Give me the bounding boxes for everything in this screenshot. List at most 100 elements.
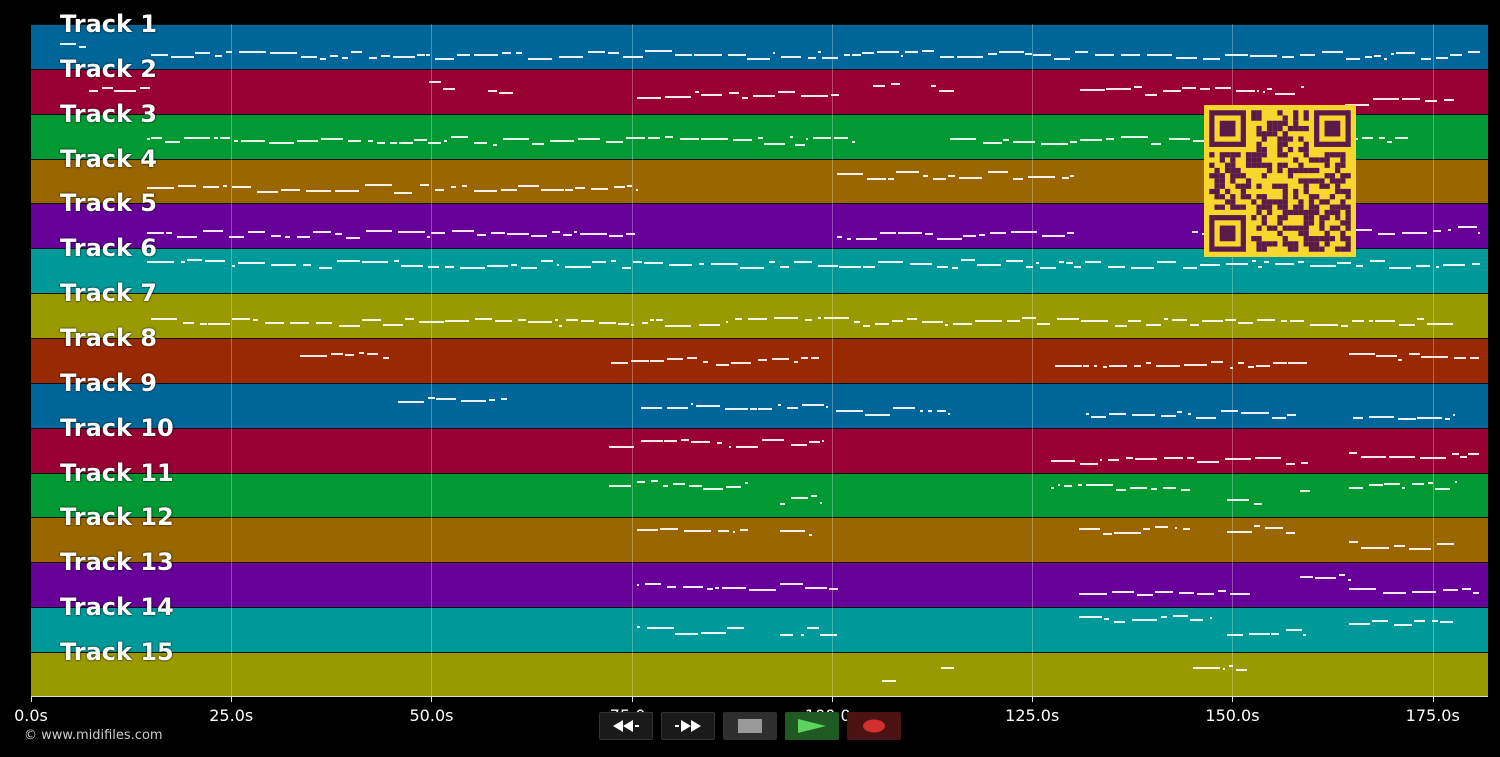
note: [315, 321, 332, 324]
note: [213, 137, 218, 140]
note: [1310, 323, 1338, 326]
note: [907, 317, 917, 320]
track-notes: [31, 474, 1488, 517]
note: [769, 261, 776, 264]
note: [1113, 620, 1126, 623]
track-lane[interactable]: [31, 24, 1488, 69]
note: [1057, 484, 1061, 487]
note: [949, 138, 977, 141]
track-lane[interactable]: [31, 337, 1488, 383]
note: [1356, 265, 1364, 268]
track-lane[interactable]: [31, 472, 1488, 518]
note: [732, 531, 735, 534]
tick-mark: [1432, 697, 1434, 702]
note: [1432, 229, 1441, 232]
note: [1281, 56, 1295, 59]
note: [566, 318, 579, 321]
note: [1079, 615, 1102, 618]
note: [102, 86, 114, 89]
note: [703, 487, 723, 490]
note: [680, 438, 689, 441]
track-lane[interactable]: [31, 562, 1488, 608]
note: [1214, 87, 1232, 90]
transport-controls: [599, 711, 901, 741]
note: [1424, 100, 1437, 103]
note: [428, 266, 440, 269]
track-lane[interactable]: [31, 517, 1488, 563]
fast-forward-button[interactable]: [661, 712, 715, 740]
tick-mark: [1232, 697, 1234, 702]
note: [823, 317, 850, 320]
note: [461, 400, 486, 403]
note: [1372, 620, 1389, 623]
note: [1224, 53, 1249, 56]
note: [778, 403, 782, 406]
note: [891, 319, 903, 322]
note: [252, 319, 258, 322]
stop-button[interactable]: [723, 712, 777, 740]
note: [580, 319, 594, 322]
track-notes: [31, 653, 1488, 696]
note: [613, 186, 625, 189]
note: [1414, 619, 1425, 622]
note: [650, 318, 654, 321]
note: [414, 138, 427, 141]
note: [232, 264, 236, 267]
note: [800, 633, 804, 636]
note: [1121, 135, 1148, 138]
note: [1006, 259, 1024, 262]
note: [1226, 531, 1252, 534]
track-lane[interactable]: [31, 248, 1488, 294]
note: [461, 184, 468, 187]
note: [1105, 138, 1115, 141]
rewind-icon: [613, 720, 639, 732]
note: [688, 485, 702, 488]
note: [660, 528, 679, 531]
note: [747, 57, 770, 60]
note: [977, 264, 1001, 267]
note: [864, 413, 891, 416]
note: [1010, 231, 1037, 234]
play-button[interactable]: [785, 712, 839, 740]
note: [1203, 58, 1220, 61]
track-label: Track 14: [60, 593, 174, 622]
note: [1192, 231, 1198, 234]
note: [1440, 620, 1453, 623]
record-button[interactable]: [847, 712, 901, 740]
note: [200, 322, 207, 325]
note: [922, 320, 943, 323]
note: [683, 530, 712, 532]
rewind-button[interactable]: [599, 712, 653, 740]
note: [241, 139, 265, 142]
note: [1258, 266, 1262, 269]
note: [666, 407, 689, 410]
note: [492, 143, 498, 146]
note: [1299, 575, 1314, 578]
note: [640, 440, 663, 443]
note: [892, 407, 916, 410]
note: [1436, 265, 1439, 268]
note: [270, 51, 297, 54]
note: [801, 403, 825, 406]
note: [725, 407, 748, 410]
note: [1130, 486, 1148, 489]
note: [313, 231, 332, 234]
note: [998, 50, 1024, 53]
note: [207, 323, 231, 326]
note: [895, 171, 920, 174]
note: [1077, 483, 1082, 486]
note: [957, 56, 984, 59]
note: [1450, 53, 1462, 56]
track-lane[interactable]: [31, 427, 1488, 473]
track-lane[interactable]: [31, 607, 1488, 653]
note: [348, 139, 362, 142]
track-lane[interactable]: [31, 651, 1488, 697]
note: [1171, 319, 1187, 322]
note: [1263, 261, 1269, 264]
note: [176, 235, 198, 238]
track-lane[interactable]: [31, 293, 1488, 339]
note: [549, 139, 575, 142]
track-lane[interactable]: [31, 382, 1488, 428]
note: [1378, 233, 1396, 236]
note: [791, 496, 808, 499]
